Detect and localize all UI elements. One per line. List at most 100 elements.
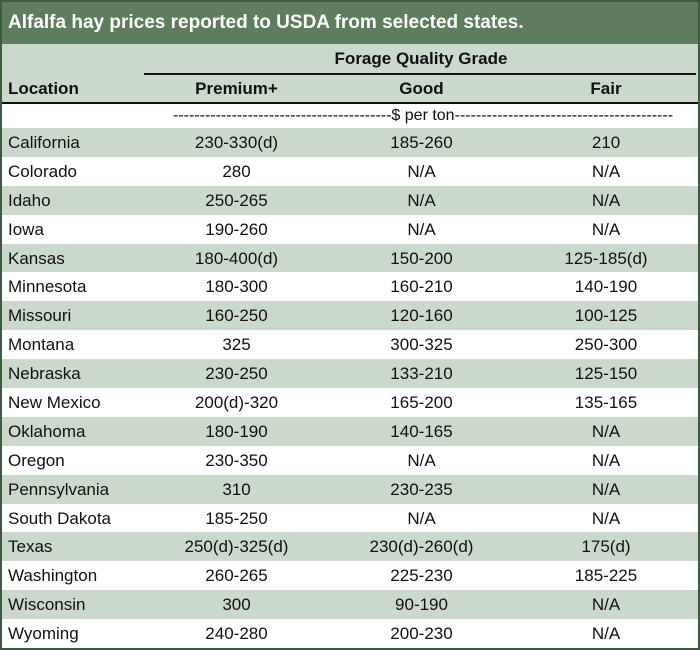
table-row: South Dakota 185-250 N/A N/A	[2, 503, 698, 533]
table-row: Idaho 250-265 N/A N/A	[2, 185, 698, 215]
cell-premium: 180-300	[205, 277, 268, 297]
column-header-good: Good	[399, 79, 444, 98]
table-row: Kansas 180-400(d) 150-200 125-185(d)	[2, 243, 698, 273]
cell-location: Pennsylvania	[8, 479, 110, 499]
cell-location: Missouri	[8, 306, 72, 326]
group-header-forage-quality: Forage Quality Grade	[334, 49, 508, 68]
cell-premium: 200(d)-320	[194, 393, 279, 413]
cell-good: 90-190	[395, 595, 448, 615]
table-row: Montana 325 300-325 250-300	[2, 330, 698, 360]
cell-good: 200-230	[390, 624, 453, 644]
table-row: Minnesota 180-300 160-210 140-190	[2, 272, 698, 302]
cell-fair: N/A	[591, 450, 621, 470]
cell-location: Colorado	[8, 161, 77, 181]
cell-fair: 100-125	[574, 306, 638, 326]
cell-location: Idaho	[8, 190, 51, 210]
table-row: Iowa 190-260 N/A N/A	[2, 214, 698, 244]
cell-premium: 250-265	[205, 190, 268, 210]
column-header-location: Location	[8, 79, 79, 98]
cell-good: 150-200	[390, 248, 453, 268]
cell-good: N/A	[407, 161, 436, 181]
cell-good: N/A	[407, 508, 436, 528]
cell-location: Texas	[8, 537, 53, 557]
column-header-fair: Fair	[590, 79, 622, 98]
cell-premium: 280	[222, 161, 251, 181]
unit-label: ----------------------------------------…	[172, 107, 674, 124]
table-row: Nebraska 230-250 133-210 125-150	[2, 359, 698, 389]
cell-fair: N/A	[591, 508, 621, 528]
cell-fair: 135-165	[574, 393, 638, 413]
table-row: Washington 260-265 225-230 185-225	[2, 561, 698, 591]
table-row: Wyoming 240-280 200-230 N/A	[2, 619, 698, 649]
cell-fair: N/A	[591, 624, 621, 644]
table-header: Forage Quality Grade Location Premium+ G…	[2, 44, 698, 102]
cell-location: Oklahoma	[8, 421, 86, 441]
table-row: Oklahoma 180-190 140-165 N/A	[2, 416, 698, 446]
cell-fair: N/A	[591, 161, 621, 181]
cell-premium: 230-330(d)	[194, 133, 279, 152]
cell-location: Nebraska	[8, 364, 81, 384]
cell-premium: 300	[222, 595, 251, 615]
cell-premium: 260-265	[205, 566, 268, 586]
cell-good: 225-230	[390, 566, 453, 586]
table-body: California 230-330(d) 185-260 210 Colorado 28…	[2, 128, 698, 649]
cell-premium: 310	[222, 479, 251, 499]
cell-fair: N/A	[591, 479, 621, 499]
cell-good: 133-210	[390, 364, 453, 384]
table-row: New Mexico 200(d)-320 165-200 135-165	[2, 388, 698, 417]
cell-premium: 180-400(d)	[194, 248, 279, 268]
cell-location: Washington	[8, 566, 98, 586]
cell-location: Wyoming	[8, 624, 79, 644]
cell-good: 165-200	[390, 393, 453, 413]
cell-location: Iowa	[8, 219, 44, 239]
table-row: Oregon 230-350 N/A N/A	[2, 445, 698, 475]
table-row: Missouri 160-250 120-160 100-125	[2, 301, 698, 331]
cell-good: 120-160	[390, 306, 453, 326]
cell-premium: 230-250	[205, 364, 268, 384]
cell-fair: N/A	[591, 595, 621, 615]
cell-premium: 240-280	[205, 624, 268, 644]
table-row: Colorado 280 N/A N/A	[2, 156, 698, 186]
cell-good: 140-165	[390, 421, 453, 441]
cell-good: N/A	[407, 219, 436, 239]
cell-location: Kansas	[8, 248, 65, 268]
cell-fair: N/A	[591, 190, 621, 210]
cell-premium: 185-250	[205, 508, 268, 528]
cell-fair: 185-225	[574, 566, 638, 586]
cell-good: 230(d)-260(d)	[369, 537, 474, 557]
cell-premium: 325	[222, 335, 251, 355]
cell-good: 300-325	[390, 335, 453, 355]
table-row: California 230-330(d) 185-260 210	[2, 128, 698, 157]
cell-fair: N/A	[591, 421, 621, 441]
cell-fair: 175(d)	[581, 537, 631, 557]
cell-location: Wisconsin	[8, 595, 86, 615]
cell-location: Minnesota	[8, 277, 87, 297]
cell-location: Oregon	[8, 450, 65, 470]
group-header-rule	[144, 73, 696, 75]
cell-good: N/A	[407, 190, 436, 210]
cell-location: California	[8, 133, 80, 152]
cell-fair: 140-190	[574, 277, 638, 297]
cell-premium: 230-350	[205, 450, 268, 470]
table-row: Wisconsin 300 90-190 N/A	[2, 590, 698, 620]
cell-location: South Dakota	[8, 508, 112, 528]
cell-premium: 190-260	[205, 219, 268, 239]
table-row: Pennsylvania 310 230-235 N/A	[2, 474, 698, 504]
cell-fair: 125-150	[574, 364, 638, 384]
table-title: Alfalfa hay prices reported to USDA from…	[2, 2, 698, 44]
cell-premium: 160-250	[205, 306, 268, 326]
cell-good: 160-210	[390, 277, 453, 297]
cell-location: Montana	[8, 335, 75, 355]
column-header-premium: Premium+	[195, 79, 278, 98]
cell-fair: N/A	[591, 219, 621, 239]
cell-location: New Mexico	[8, 393, 101, 413]
cell-fair: 125-185(d)	[564, 248, 648, 268]
table-row: Texas 250(d)-325(d) 230(d)-260(d) 175(d)	[2, 532, 698, 562]
cell-premium: 250(d)-325(d)	[184, 537, 289, 557]
cell-fair: 210	[591, 133, 621, 152]
cell-good: 230-235	[390, 479, 453, 499]
cell-good: 185-260	[390, 133, 453, 152]
unit-row: ----------------------------------------…	[2, 102, 698, 128]
cell-premium: 180-190	[205, 421, 268, 441]
